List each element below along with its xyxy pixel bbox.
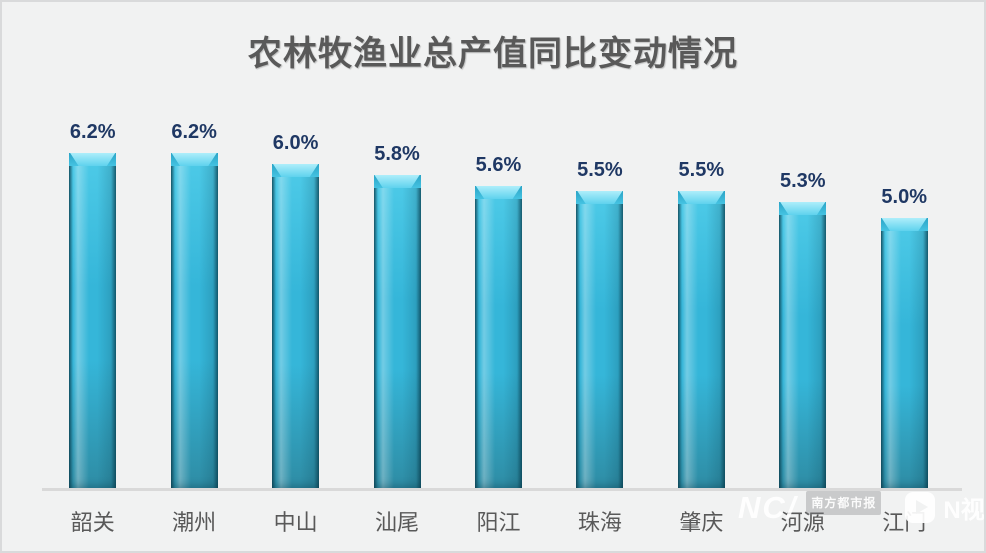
bar-value-label: 5.5% bbox=[678, 159, 725, 181]
x-axis-label: 肇庆 bbox=[679, 510, 724, 535]
bar-value-label: 5.3% bbox=[779, 170, 826, 192]
bar-value-label: 5.6% bbox=[475, 154, 522, 176]
bar-column: 5.8% bbox=[346, 98, 447, 488]
bar-column: 5.3% bbox=[752, 98, 853, 488]
bar-汕尾 bbox=[373, 175, 421, 488]
bar-value-label: 6.0% bbox=[272, 132, 319, 154]
bar-潮州 bbox=[170, 153, 218, 488]
bar-韶关 bbox=[69, 153, 117, 488]
bar-中山 bbox=[272, 164, 320, 488]
chart-title: 农林牧渔业总产值同比变动情况 bbox=[248, 35, 738, 73]
x-axis-label: 汕尾 bbox=[375, 510, 420, 535]
bar-column: 5.5% bbox=[651, 98, 752, 488]
x-axis-label: 江门 bbox=[882, 510, 927, 535]
bar-value-label: 5.5% bbox=[577, 159, 623, 181]
bar-value-label: 6.2% bbox=[171, 121, 217, 143]
bar-column: 5.6% bbox=[448, 98, 549, 488]
x-axis-label: 潮州 bbox=[172, 510, 217, 535]
bar-column: 5.5% bbox=[549, 98, 650, 488]
bar-column: 6.2% bbox=[143, 98, 244, 488]
bar-珠海 bbox=[576, 191, 624, 488]
bar-value-label: 5.0% bbox=[881, 186, 928, 208]
bar-column: 6.2% bbox=[42, 98, 143, 488]
x-axis-label: 中山 bbox=[273, 510, 318, 535]
x-axis-line bbox=[42, 488, 962, 491]
bar-column: 6.0% bbox=[245, 98, 346, 488]
bar-column: 5.0% bbox=[854, 98, 955, 488]
x-axis-label: 韶关 bbox=[70, 510, 115, 535]
x-axis-label: 河源 bbox=[780, 510, 825, 535]
plot-area: 6.2% 6.2% 6.0% 5.8% 5.6% 5.5% 5.5% 5.3% 5.0% 韶关 潮… bbox=[42, 98, 962, 537]
bar-江门 bbox=[880, 218, 928, 488]
bar-肇庆 bbox=[677, 191, 725, 488]
bar-阳江 bbox=[474, 186, 522, 488]
bar-value-label: 5.8% bbox=[374, 143, 420, 165]
x-axis-labels: 韶关 潮州 中山 汕尾 阳江 珠海 肇庆 河源 江门 bbox=[42, 505, 955, 537]
bars-row: 6.2% 6.2% 6.0% 5.8% 5.6% 5.5% 5.5% 5.3% 5.0% bbox=[42, 98, 955, 488]
bar-value-label: 6.2% bbox=[69, 121, 116, 143]
bar-河源 bbox=[779, 202, 827, 488]
x-axis-label: 阳江 bbox=[476, 510, 521, 535]
x-axis-label: 珠海 bbox=[577, 510, 622, 535]
